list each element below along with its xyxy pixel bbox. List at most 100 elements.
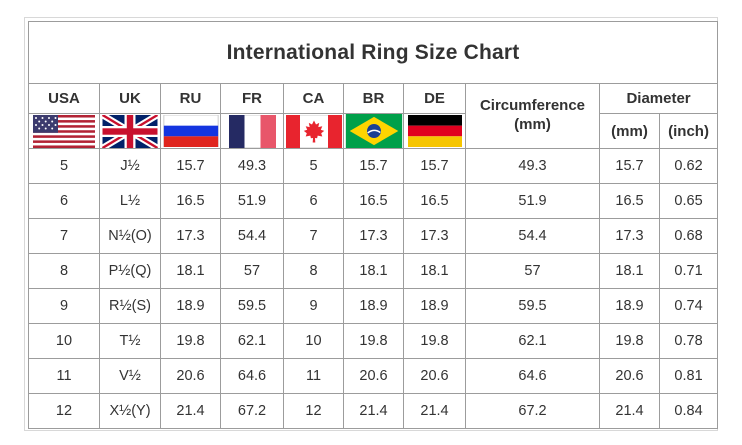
- circumference-label-line2: (mm): [514, 116, 551, 133]
- table-cell: 20.6: [160, 358, 221, 394]
- chart-frame: International Ring Size Chart USA UK RU …: [24, 17, 719, 431]
- table-cell: P½(Q): [99, 253, 161, 289]
- table-cell: 16.5: [403, 183, 466, 219]
- column-header-ca: CA: [283, 83, 344, 114]
- usa-flag-cell: [28, 113, 100, 149]
- table-cell: 18.9: [343, 288, 404, 324]
- table-cell: 18.9: [599, 288, 660, 324]
- france-flag-icon: [228, 114, 276, 148]
- table-cell: 15.7: [599, 148, 660, 184]
- table-cell: 11: [28, 358, 100, 394]
- table-cell: 0.81: [658, 358, 719, 394]
- table-row: 5 J½ 15.7 49.3 5 15.7 15.7 49.3 15.7 0.62: [28, 148, 719, 184]
- table-cell: 12: [283, 393, 344, 429]
- canada-flag-icon: [285, 114, 342, 148]
- table-cell: 18.9: [403, 288, 466, 324]
- column-header-uk: UK: [99, 83, 161, 114]
- flag-row: (mm) (inch): [28, 113, 719, 149]
- table-cell: 57: [465, 253, 600, 289]
- table-cell: 16.5: [343, 183, 404, 219]
- table-row: 12 X½(Y) 21.4 67.2 12 21.4 21.4 67.2 21.4 0.84: [28, 393, 719, 429]
- country-header-row: USA UK RU FR CA BR DE Circumference (mm)…: [28, 83, 719, 149]
- table-cell: T½: [99, 323, 161, 359]
- column-header-br: BR: [343, 83, 404, 114]
- column-header-circumference: Circumference (mm): [465, 83, 600, 149]
- germany-flag-cell: [403, 113, 466, 149]
- circumference-label-line1: Circumference: [479, 97, 586, 115]
- uk-flag-cell: [99, 113, 161, 149]
- table-row: 9 R½(S) 18.9 59.5 9 18.9 18.9 59.5 18.9 0.74: [28, 288, 719, 324]
- table-cell: V½: [99, 358, 161, 394]
- table-cell: 49.3: [465, 148, 600, 184]
- table-row: 11 V½ 20.6 64.6 11 20.6 20.6 64.6 20.6 0.81: [28, 358, 719, 394]
- diameter-mm-header: (mm): [599, 113, 660, 149]
- table-cell: 15.7: [343, 148, 404, 184]
- table-cell: 11: [283, 358, 344, 394]
- table-cell: 0.78: [658, 323, 719, 359]
- table-body: 5 J½ 15.7 49.3 5 15.7 15.7 49.3 15.7 0.62 6 L½ 16.5 5…: [28, 148, 719, 429]
- table-row: 6 L½ 16.5 51.9 6 16.5 16.5 51.9 16.5 0.65: [28, 183, 719, 219]
- table-cell: 0.68: [658, 218, 719, 254]
- table-cell: 18.1: [599, 253, 660, 289]
- table-cell: 6: [28, 183, 100, 219]
- table-cell: L½: [99, 183, 161, 219]
- table-cell: 0.84: [658, 393, 719, 429]
- canada-flag-cell: [283, 113, 344, 149]
- table-cell: 16.5: [160, 183, 221, 219]
- table-cell: 20.6: [403, 358, 466, 394]
- column-header-ru: RU: [160, 83, 221, 114]
- table-cell: 8: [283, 253, 344, 289]
- table-cell: 8: [28, 253, 100, 289]
- table-cell: 20.6: [599, 358, 660, 394]
- russia-flag-icon: [162, 115, 219, 147]
- table-cell: 19.8: [160, 323, 221, 359]
- table-cell: 62.1: [220, 323, 284, 359]
- table-cell: 15.7: [403, 148, 466, 184]
- column-header-usa: USA: [28, 83, 100, 114]
- table-cell: 0.62: [658, 148, 719, 184]
- table-cell: 19.8: [343, 323, 404, 359]
- table-cell: 17.3: [160, 218, 221, 254]
- table-cell: 64.6: [220, 358, 284, 394]
- chart-title: International Ring Size Chart: [27, 21, 719, 84]
- table-cell: 18.1: [160, 253, 221, 289]
- table-cell: 16.5: [599, 183, 660, 219]
- column-header-diameter: Diameter: [598, 83, 719, 114]
- column-header-fr: FR: [220, 83, 284, 114]
- table-cell: 19.8: [403, 323, 466, 359]
- table-cell: 57: [220, 253, 284, 289]
- brazil-flag-cell: [343, 113, 404, 149]
- diameter-inch-header: (inch): [658, 113, 719, 149]
- title-row: International Ring Size Chart: [27, 21, 719, 84]
- table-cell: 51.9: [220, 183, 284, 219]
- table-cell: 18.1: [343, 253, 404, 289]
- table-cell: 17.3: [599, 218, 660, 254]
- brazil-flag-icon: [345, 114, 402, 148]
- table-cell: 49.3: [220, 148, 284, 184]
- table-row: 10 T½ 19.8 62.1 10 19.8 19.8 62.1 19.8 0.78: [28, 323, 719, 359]
- table-cell: 10: [283, 323, 344, 359]
- table-cell: 0.74: [658, 288, 719, 324]
- table-row: 8 P½(Q) 18.1 57 8 18.1 18.1 57 18.1 0.71: [28, 253, 719, 289]
- table-cell: 19.8: [599, 323, 660, 359]
- table-cell: 9: [28, 288, 100, 324]
- table-cell: 62.1: [465, 323, 600, 359]
- table-cell: 10: [28, 323, 100, 359]
- table-cell: 18.9: [160, 288, 221, 324]
- table-cell: 7: [283, 218, 344, 254]
- table-cell: 12: [28, 393, 100, 429]
- column-header-de: DE: [403, 83, 466, 114]
- france-flag-cell: [220, 113, 284, 149]
- table-cell: 67.2: [465, 393, 600, 429]
- table-cell: J½: [99, 148, 161, 184]
- table-cell: 9: [283, 288, 344, 324]
- table-cell: 0.71: [658, 253, 719, 289]
- table-cell: 21.4: [160, 393, 221, 429]
- usa-flag-icon: [33, 114, 95, 148]
- table-cell: 21.4: [403, 393, 466, 429]
- ring-size-table: International Ring Size Chart USA UK RU …: [27, 21, 719, 429]
- table-cell: 7: [28, 218, 100, 254]
- table-cell: 17.3: [343, 218, 404, 254]
- russia-flag-cell: [160, 113, 221, 149]
- table-cell: 59.5: [220, 288, 284, 324]
